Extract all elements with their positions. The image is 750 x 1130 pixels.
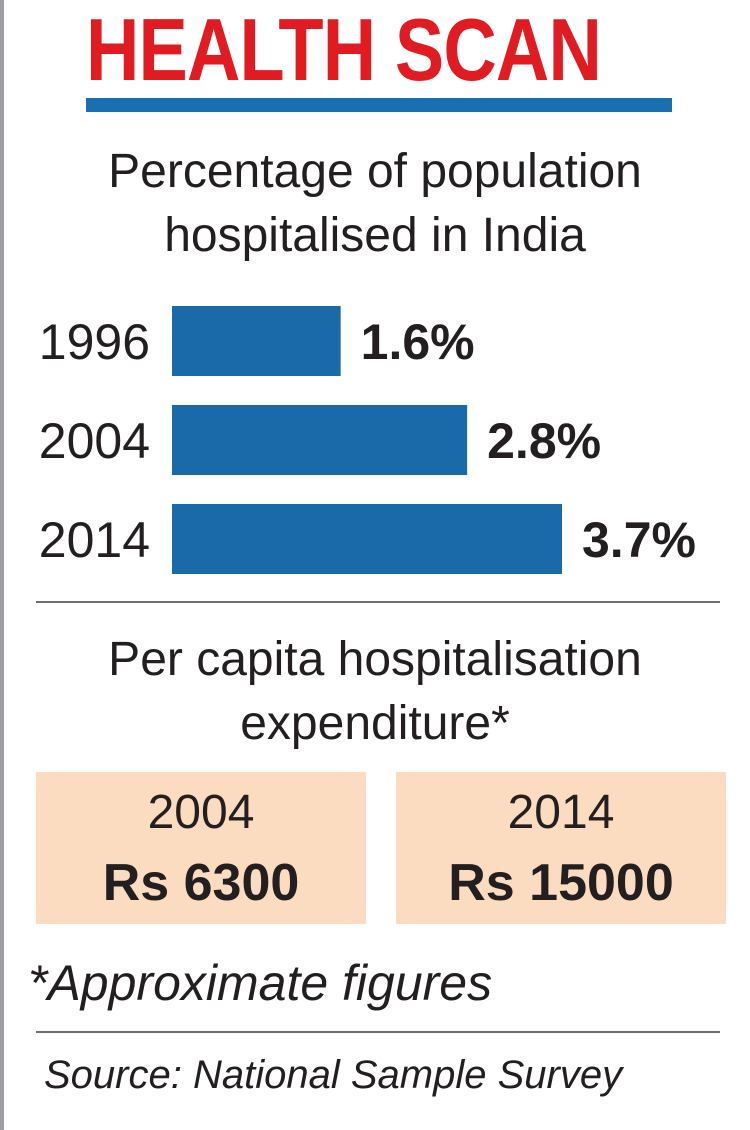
expenditure-card-2014: 2014 Rs 15000 <box>396 772 726 924</box>
frame-left-border <box>0 0 4 1130</box>
bar-value-label: 3.7% <box>582 512 696 568</box>
card-amount: Rs 15000 <box>448 854 674 912</box>
chart-title-line-1: Percentage of population <box>108 145 642 198</box>
chart-title: Percentage of population hospitalised in… <box>0 140 750 268</box>
expenditure-title-line-1: Per capita hospitalisation <box>108 633 642 686</box>
chart-title-line-2: hospitalised in India <box>164 209 586 262</box>
bar-2004 <box>172 405 468 475</box>
year-tick-label: 1996 <box>39 314 150 370</box>
year-tick-label: 2014 <box>39 512 150 568</box>
expenditure-title: Per capita hospitalisation expenditure* <box>0 628 750 756</box>
bar-2014 <box>172 504 562 574</box>
footer-divider <box>36 1031 720 1033</box>
expenditure-title-line-2: expenditure* <box>240 697 510 750</box>
bar-value-label: 2.8% <box>487 413 601 469</box>
card-year: 2014 <box>507 786 615 839</box>
masthead-rule <box>86 98 672 112</box>
bar-chart-svg: 1996 1.6% 2004 2.8% 2014 3.7% <box>39 306 696 574</box>
section-divider <box>36 601 720 603</box>
card-year: 2004 <box>147 786 255 839</box>
expenditure-card-2004: 2004 Rs 6300 <box>36 772 366 924</box>
bar-value-label: 1.6% <box>361 314 475 370</box>
year-tick-label: 2004 <box>39 413 150 469</box>
card-amount: Rs 6300 <box>102 854 300 912</box>
hospitalisation-bar-chart: 1996 1.6% 2004 2.8% 2014 3.7% <box>0 296 750 586</box>
masthead-title: HEALTH SCAN <box>86 0 602 99</box>
footnote: *Approximate figures <box>28 955 493 1011</box>
source-credit: Source: National Sample Survey <box>44 1053 623 1097</box>
bar-1996 <box>172 306 341 376</box>
